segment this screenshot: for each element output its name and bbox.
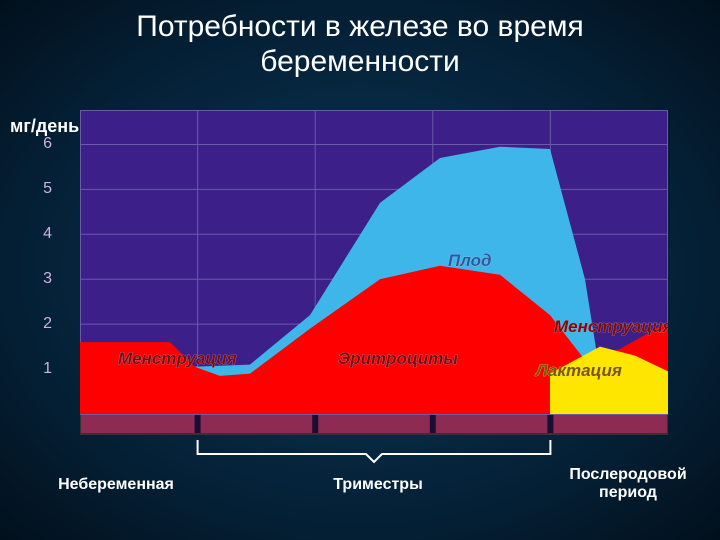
ytick-2: 2 — [34, 315, 52, 333]
title-line1: Потребности в железе во время — [136, 10, 583, 43]
ytick-3: 3 — [34, 270, 52, 288]
ytick-4: 4 — [34, 225, 52, 243]
xlabel-1: Триместры — [298, 476, 458, 494]
ytick-5: 5 — [34, 180, 52, 198]
ytick-1: 1 — [34, 360, 52, 378]
trimester-bracket — [0, 436, 720, 476]
y-axis-label: мг/день — [10, 116, 79, 137]
label-lactation: Лактация — [534, 361, 622, 380]
chart-area: Менструация Эритроциты Плод Лактация Менстру… — [80, 110, 668, 440]
xlabel-0: Небеременная — [36, 476, 196, 494]
label-menstruation_left: Менструация — [118, 349, 237, 368]
chart-title: Потребности в железе во время беременнос… — [0, 0, 720, 79]
chart-svg: Менструация Эритроциты Плод Лактация Менстру… — [80, 110, 668, 440]
label-fetus: Плод — [448, 251, 491, 270]
ytick-6: 6 — [34, 135, 52, 153]
label-erythrocytes: Эритроциты — [338, 349, 458, 368]
title-line2: беременности — [260, 45, 460, 78]
label-menstruation_right: Менструация — [554, 317, 668, 336]
